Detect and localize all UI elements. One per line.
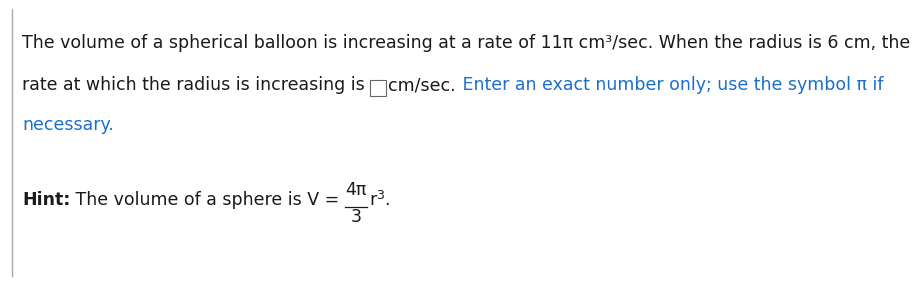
FancyBboxPatch shape [371,80,386,96]
Text: cm/sec.: cm/sec. [388,76,455,94]
Text: necessary.: necessary. [22,116,113,134]
Text: Hint:: Hint: [22,191,70,209]
Text: The volume of a sphere is V =: The volume of a sphere is V = [70,191,345,209]
Text: Enter an exact number only; use the symbol π if: Enter an exact number only; use the symb… [457,76,883,94]
Text: The volume of a spherical balloon is increasing at a rate of 11π cm³/sec. When t: The volume of a spherical balloon is inc… [22,34,910,52]
Text: r: r [369,191,376,209]
Text: .: . [384,191,390,209]
Text: rate at which the radius is increasing is: rate at which the radius is increasing i… [22,76,371,94]
Text: 4π: 4π [346,181,367,199]
Text: 3: 3 [376,189,384,202]
Text: 3: 3 [350,208,361,226]
